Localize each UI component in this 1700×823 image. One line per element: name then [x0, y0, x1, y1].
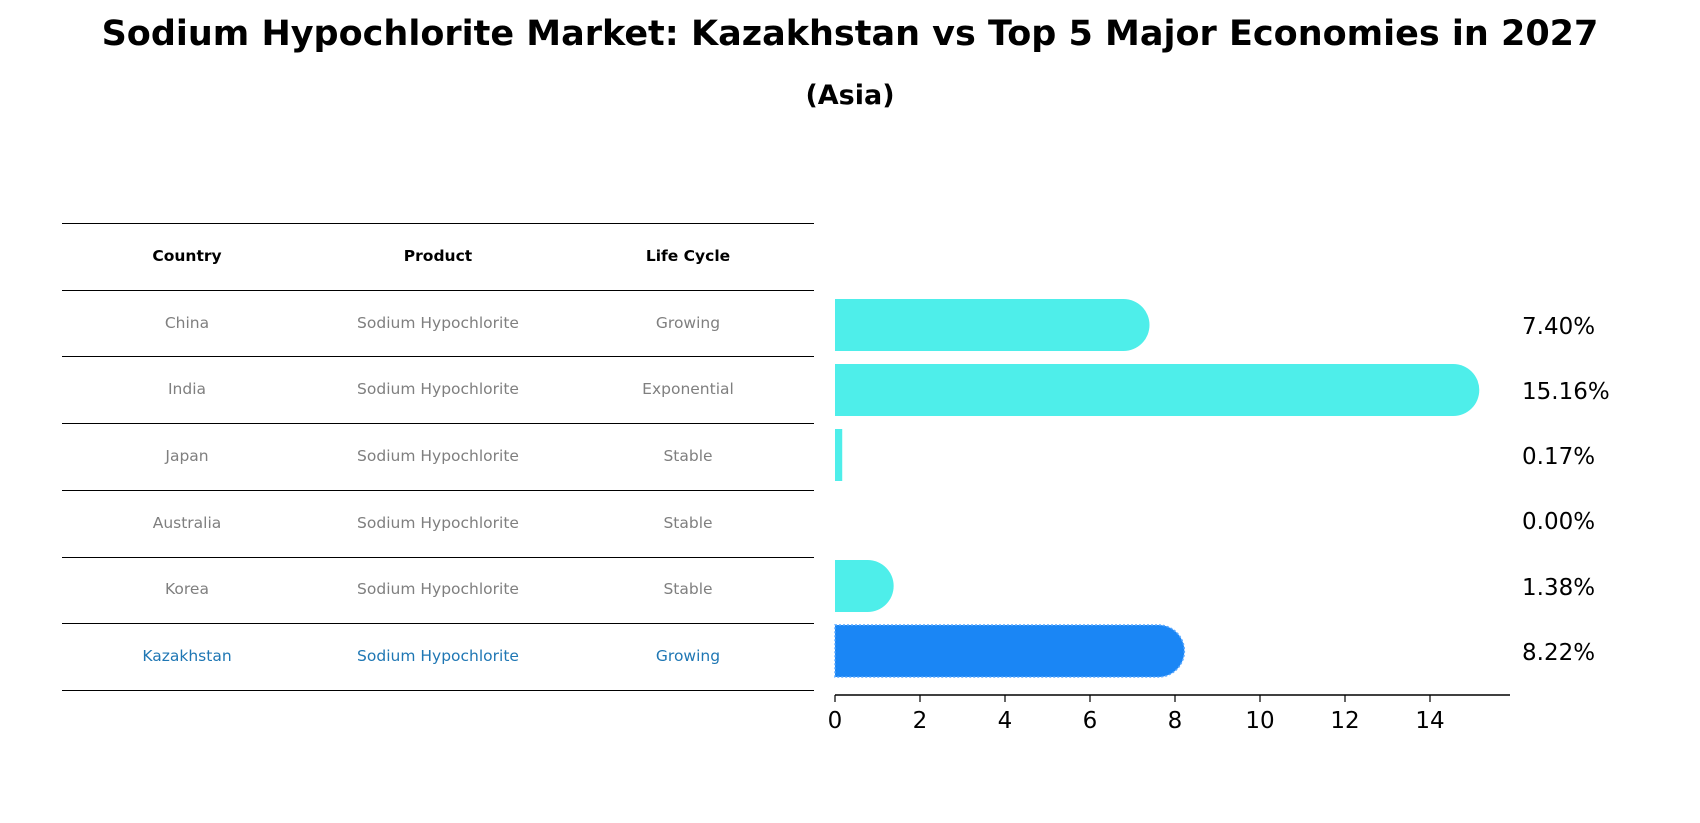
bar-india	[835, 364, 1480, 416]
bar-korea	[835, 560, 894, 612]
bar-kazakhstan	[834, 624, 1186, 678]
x-tick-label: 14	[1415, 708, 1444, 734]
table-cell-country: India	[167, 380, 207, 398]
table-cell-country: Kazakhstan	[142, 647, 232, 665]
table-cell-product: Sodium Hypochlorite	[357, 447, 519, 465]
bar-value-label: 0.00%	[1522, 509, 1595, 535]
chart-subtitle: (Asia)	[805, 80, 895, 111]
table-cell-life-cycle: Stable	[663, 447, 713, 465]
bar-china	[835, 299, 1150, 351]
bar-value-label: 8.22%	[1522, 640, 1595, 666]
table-rule	[62, 490, 814, 491]
table-cell-country: China	[164, 314, 210, 332]
x-tick-label: 6	[1083, 708, 1098, 734]
x-tick-label: 12	[1330, 708, 1359, 734]
table-rule	[62, 423, 814, 424]
bar-value-label: 1.38%	[1522, 575, 1595, 601]
bar-value-label: 0.17%	[1522, 444, 1595, 470]
table-cell-country: Australia	[152, 514, 222, 532]
table-rule	[62, 623, 814, 624]
table-header-country: Country	[152, 247, 222, 265]
table-cell-product: Sodium Hypochlorite	[357, 580, 519, 598]
x-tick-label: 2	[913, 708, 928, 734]
x-tick-label: 0	[828, 708, 843, 734]
table-cell-country: Japan	[165, 447, 209, 465]
table-cell-life-cycle: Stable	[663, 580, 713, 598]
table-header-product: Product	[403, 247, 473, 265]
table-cell-product: Sodium Hypochlorite	[357, 647, 519, 665]
table-cell-life-cycle: Growing	[655, 647, 721, 665]
table-cell-country: Korea	[165, 580, 209, 598]
chart-title: Sodium Hypochlorite Market: Kazakhstan v…	[101, 14, 1599, 54]
x-tick-label: 8	[1168, 708, 1183, 734]
table-header-life-cycle: Life Cycle	[645, 247, 731, 265]
table-rule	[62, 223, 814, 224]
bar-japan	[835, 429, 843, 481]
table-rule	[62, 690, 814, 691]
table-cell-product: Sodium Hypochlorite	[357, 314, 519, 332]
table-cell-life-cycle: Exponential	[642, 380, 734, 398]
table-cell-product: Sodium Hypochlorite	[357, 380, 519, 398]
table-rule	[62, 290, 814, 291]
x-tick-label: 10	[1245, 708, 1274, 734]
bar-value-label: 15.16%	[1522, 379, 1610, 405]
table-cell-product: Sodium Hypochlorite	[357, 514, 519, 532]
table-cell-life-cycle: Stable	[663, 514, 713, 532]
bar-value-label: 7.40%	[1522, 314, 1595, 340]
table-rule	[62, 557, 814, 558]
table-rule	[62, 356, 814, 357]
x-tick-label: 4	[998, 708, 1013, 734]
table-cell-life-cycle: Growing	[655, 314, 721, 332]
